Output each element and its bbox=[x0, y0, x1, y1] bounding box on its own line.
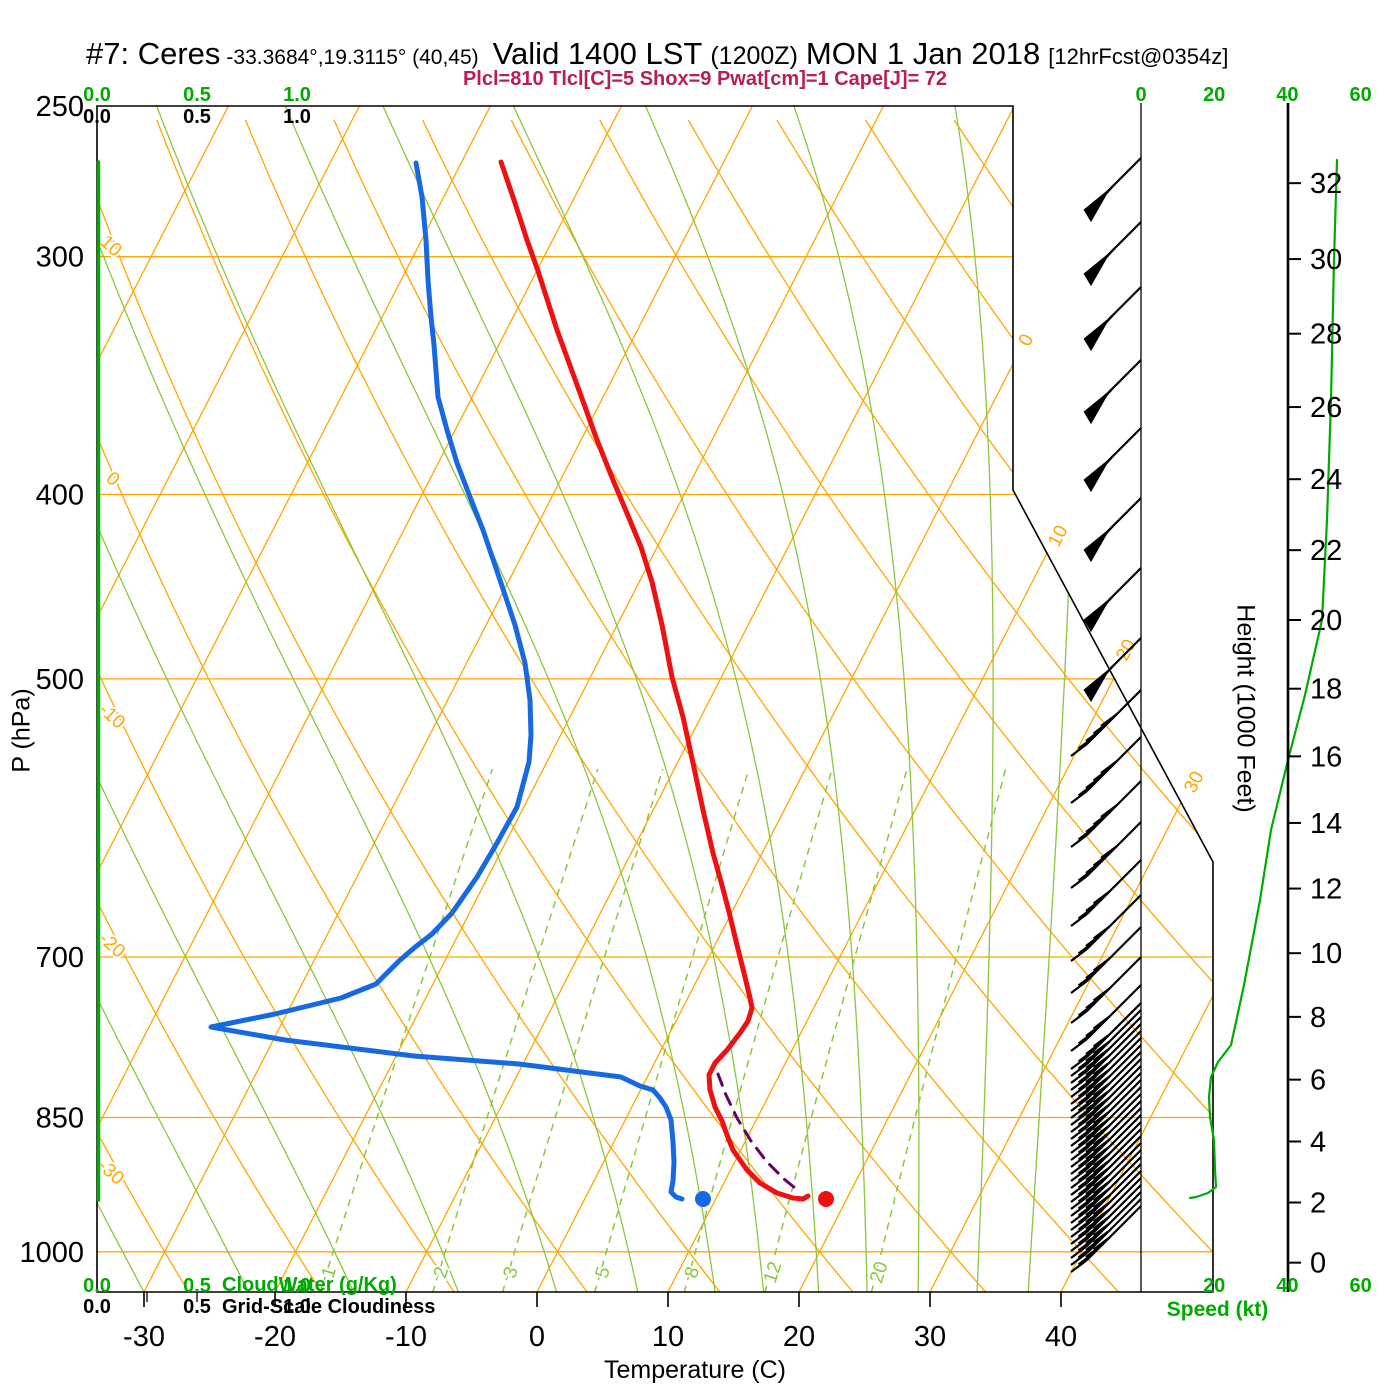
svg-text:0: 0 bbox=[1015, 331, 1039, 350]
wind-speed-curve bbox=[1188, 158, 1339, 1200]
svg-text:10: 10 bbox=[1310, 938, 1342, 970]
svg-text:1000: 1000 bbox=[19, 1237, 84, 1269]
svg-text:12: 12 bbox=[760, 1259, 787, 1286]
svg-text:20: 20 bbox=[1203, 1275, 1225, 1297]
svg-text:20: 20 bbox=[1112, 636, 1140, 664]
svg-text:20: 20 bbox=[866, 1259, 893, 1286]
svg-text:0: 0 bbox=[102, 468, 124, 491]
pressure-axis-label: P (hPa) bbox=[7, 688, 36, 773]
svg-text:850: 850 bbox=[36, 1102, 84, 1134]
svg-text:12: 12 bbox=[1310, 874, 1342, 906]
temperature-axis-label: Temperature (C) bbox=[604, 1356, 786, 1384]
svg-text:0.5: 0.5 bbox=[183, 84, 211, 106]
svg-text:0.0: 0.0 bbox=[83, 84, 111, 106]
svg-text:6: 6 bbox=[1310, 1065, 1326, 1097]
skewt-grid bbox=[97, 106, 1213, 1292]
svg-text:32: 32 bbox=[1310, 168, 1342, 200]
svg-text:40: 40 bbox=[1276, 1275, 1298, 1297]
svg-text:0.5: 0.5 bbox=[183, 1275, 211, 1297]
parcel-path bbox=[716, 1072, 802, 1194]
height-axis-label: Height (1000 Feet) bbox=[1231, 604, 1260, 813]
cloudwater-axis-label: CloudWater (g/Kg) bbox=[222, 1274, 397, 1296]
svg-text:0.0: 0.0 bbox=[83, 106, 111, 128]
station-coords: -33.3684°,19.3115° (40,45) bbox=[226, 46, 479, 69]
svg-text:30: 30 bbox=[914, 1321, 946, 1353]
svg-text:20: 20 bbox=[1203, 84, 1225, 106]
svg-text:22: 22 bbox=[1310, 535, 1342, 567]
svg-text:700: 700 bbox=[36, 942, 84, 974]
svg-text:0.5: 0.5 bbox=[183, 106, 211, 128]
surface-temperature-dot bbox=[818, 1191, 834, 1207]
svg-text:0: 0 bbox=[1310, 1248, 1326, 1280]
svg-text:30: 30 bbox=[1310, 244, 1342, 276]
svg-text:-20: -20 bbox=[254, 1321, 296, 1353]
svg-text:28: 28 bbox=[1310, 319, 1342, 351]
svg-text:10: 10 bbox=[1044, 522, 1072, 550]
page-title: #7: Ceres -33.3684°,19.3115° (40,45) Valid… bbox=[86, 36, 1228, 72]
plot-border bbox=[96, 105, 1214, 1293]
svg-text:0: 0 bbox=[529, 1321, 545, 1353]
svg-text:60: 60 bbox=[1349, 1275, 1371, 1297]
svg-text:1.0: 1.0 bbox=[283, 1296, 311, 1318]
svg-text:300: 300 bbox=[36, 242, 84, 274]
cloudiness-axis-label: Grid-Scale Cloudiness bbox=[222, 1296, 436, 1318]
svg-text:40: 40 bbox=[1045, 1321, 1077, 1353]
temperature-curve bbox=[498, 159, 811, 1202]
wind-barbs bbox=[1070, 157, 1142, 1273]
dewpoint-curve bbox=[208, 160, 685, 1202]
svg-text:1.0: 1.0 bbox=[283, 84, 311, 106]
valid-time: Valid 1400 LST bbox=[492, 36, 703, 71]
forecast-tag: [12hrFcst@0354z] bbox=[1048, 44, 1229, 69]
svg-text:-10: -10 bbox=[385, 1321, 427, 1353]
svg-text:0.0: 0.0 bbox=[83, 1275, 111, 1297]
valid-date: MON 1 Jan 2018 bbox=[805, 36, 1041, 71]
zulu-time: (1200Z) bbox=[710, 42, 798, 70]
svg-text:1.0: 1.0 bbox=[283, 1275, 311, 1297]
svg-text:-30: -30 bbox=[123, 1321, 165, 1353]
svg-text:400: 400 bbox=[36, 479, 84, 511]
station-title: #7: Ceres bbox=[86, 36, 221, 71]
svg-text:5: 5 bbox=[592, 1264, 615, 1281]
svg-text:14: 14 bbox=[1310, 808, 1342, 840]
speed-axis-label: Speed (kt) bbox=[1166, 1298, 1269, 1321]
svg-text:10: 10 bbox=[652, 1321, 684, 1353]
svg-text:20: 20 bbox=[1310, 605, 1342, 637]
surface-dewpoint-dot bbox=[695, 1191, 711, 1207]
svg-text:30: 30 bbox=[1180, 768, 1208, 796]
sounding-parameters: Plcl=810 Tlcl[C]=5 Shox=9 Pwat[cm]=1 Cap… bbox=[462, 68, 948, 90]
svg-text:16: 16 bbox=[1310, 741, 1342, 773]
svg-text:0: 0 bbox=[1135, 84, 1146, 106]
svg-text:18: 18 bbox=[1310, 674, 1342, 706]
svg-text:20: 20 bbox=[783, 1321, 815, 1353]
svg-text:2: 2 bbox=[1310, 1187, 1326, 1219]
svg-text:0.5: 0.5 bbox=[183, 1296, 211, 1318]
svg-text:3: 3 bbox=[500, 1264, 523, 1281]
svg-text:4: 4 bbox=[1310, 1127, 1326, 1159]
svg-text:8: 8 bbox=[1310, 1002, 1326, 1034]
svg-text:500: 500 bbox=[36, 664, 84, 696]
svg-text:250: 250 bbox=[36, 91, 84, 123]
svg-text:40: 40 bbox=[1276, 84, 1298, 106]
svg-text:2: 2 bbox=[430, 1264, 453, 1281]
svg-text:26: 26 bbox=[1310, 392, 1342, 424]
svg-text:1.0: 1.0 bbox=[283, 106, 311, 128]
svg-text:60: 60 bbox=[1349, 84, 1371, 106]
svg-text:24: 24 bbox=[1310, 464, 1342, 496]
svg-text:0.0: 0.0 bbox=[83, 1296, 111, 1318]
